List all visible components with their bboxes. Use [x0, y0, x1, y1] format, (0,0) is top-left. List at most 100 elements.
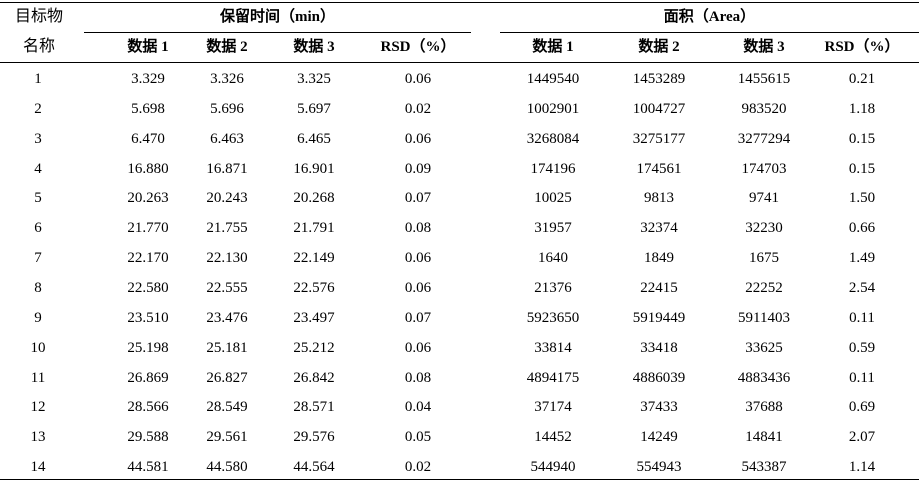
rt-data2-cell: 44.580	[206, 459, 248, 476]
area-rsd-cell: 1.18	[848, 100, 876, 117]
rt-data1-cell: 29.588	[127, 429, 169, 446]
area-rsd-cell: 0.21	[848, 71, 876, 87]
area-data2-header: 数据 2	[638, 39, 680, 55]
area-data3-cell: 37688	[745, 399, 783, 416]
area-data2-cell: 37433	[640, 399, 678, 416]
area-data2-cell: 5919449	[632, 309, 686, 326]
rt-rsd-cell: 0.06	[404, 339, 432, 356]
area-rsd-cell: 2.07	[848, 429, 876, 446]
rt-data2-cell: 22.555	[206, 279, 248, 296]
area-data2-cell: 33418	[640, 339, 678, 356]
area-data2-cell: 9813	[644, 190, 674, 207]
bottom-rule	[0, 479, 919, 480]
rt-data1-cell: 6.470	[131, 130, 165, 147]
rt-data2-cell: 28.549	[206, 399, 248, 416]
area-data2-cell: 22415	[640, 279, 678, 296]
header-bottom-rule	[0, 62, 919, 63]
rt-data1-cell: 3.329	[131, 71, 165, 87]
area-rsd-cell: 0.69	[848, 399, 876, 416]
rt-data3-cell: 22.149	[293, 250, 335, 267]
area-data2-cell: 1453289	[632, 71, 686, 87]
area-data2-cell: 3275177	[632, 130, 686, 147]
area-data1-cell: 1640	[538, 250, 568, 267]
rt-data3-cell: 16.901	[293, 160, 335, 177]
area-data1-cell: 5923650	[526, 309, 580, 326]
area-data2-cell: 32374	[640, 220, 678, 237]
area-data1-cell: 4894175	[526, 369, 580, 386]
rt-data2-cell: 22.130	[206, 250, 248, 267]
rt-data1-cell: 16.880	[127, 160, 169, 177]
rt-data1-cell: 22.580	[127, 279, 169, 296]
rt-data3-cell: 3.325	[297, 71, 331, 87]
area-data3-cell: 4883436	[737, 369, 791, 386]
rt-data3-cell: 5.697	[297, 100, 331, 117]
area-data3-cell: 543387	[741, 459, 787, 476]
rt-data3-cell: 44.564	[293, 459, 335, 476]
rt-rsd-cell: 0.08	[404, 369, 432, 386]
area-data1-cell: 10025	[534, 190, 572, 207]
rt-data1-cell: 25.198	[127, 339, 169, 356]
rt-data1-cell: 23.510	[127, 309, 169, 326]
rt-data3-cell: 26.842	[293, 369, 335, 386]
rt-rsd-cell: 0.09	[404, 160, 432, 177]
area-data2-cell: 174561	[636, 160, 682, 177]
target-header-line1: 目标物	[14, 8, 63, 25]
rt-data3-cell: 29.576	[293, 429, 335, 446]
rt-rsd-cell: 0.08	[404, 220, 432, 237]
area-data1-cell: 37174	[534, 399, 572, 416]
rt-rsd-cell: 0.02	[404, 459, 432, 476]
retention-time-group-header: 保留时间（min）	[219, 9, 335, 25]
area-data2-cell: 1849	[644, 250, 674, 267]
rt-data2-cell: 23.476	[206, 309, 248, 326]
rt-rsd-cell: 0.05	[404, 429, 432, 446]
rt-data2-cell: 5.696	[210, 100, 244, 117]
area-data1-cell: 14452	[534, 429, 572, 446]
area-rsd-cell: 1.49	[848, 250, 876, 267]
area-data2-cell: 14249	[640, 429, 678, 446]
rt-data3-cell: 22.576	[293, 279, 335, 296]
rt-rsd-cell: 0.02	[404, 100, 432, 117]
area-group-header: 面积（Area）	[663, 9, 756, 25]
target-header-line2: 名称	[22, 38, 55, 55]
rt-rsd-cell: 0.06	[404, 250, 432, 267]
target-id-cell: 11	[30, 369, 46, 386]
top-rule	[0, 2, 919, 3]
area-data3-cell: 983520	[741, 100, 787, 117]
area-data1-cell: 1449540	[526, 71, 580, 87]
target-id-cell: 2	[34, 100, 42, 117]
rt-data2-cell: 3.326	[210, 71, 244, 87]
target-id-cell: 6	[34, 220, 42, 237]
area-rsd-cell: 0.59	[848, 339, 876, 356]
area-data3-header: 数据 3	[743, 39, 785, 55]
rt-data1-cell: 20.263	[127, 190, 169, 207]
area-rsd-cell: 0.15	[848, 130, 876, 147]
area-data3-cell: 3277294	[737, 130, 791, 147]
area-data3-cell: 5911403	[738, 309, 790, 326]
rt-rsd-cell: 0.06	[404, 279, 432, 296]
target-id-cell: 4	[34, 160, 42, 177]
area-data1-header: 数据 1	[532, 39, 574, 55]
area-data3-cell: 174703	[741, 160, 787, 177]
rt-data2-cell: 25.181	[206, 339, 248, 356]
area-data2-cell: 554943	[636, 459, 682, 476]
rt-data1-cell: 44.581	[127, 459, 169, 476]
rt-data1-cell: 26.869	[127, 369, 169, 386]
rt-data2-header: 数据 2	[206, 39, 248, 55]
area-rsd-cell: 0.11	[849, 369, 875, 386]
area-data3-cell: 9741	[749, 190, 779, 207]
rt-rsd-cell: 0.06	[404, 130, 432, 147]
rt-data1-cell: 21.770	[127, 220, 169, 237]
rt-data1-cell: 22.170	[127, 250, 169, 267]
area-data3-cell: 1675	[749, 250, 779, 267]
rt-data1-header: 数据 1	[127, 39, 169, 55]
area-data2-cell: 1004727	[632, 100, 686, 117]
area-rsd-cell: 1.14	[848, 459, 876, 476]
area-data1-cell: 174196	[530, 160, 576, 177]
area-data1-cell: 31957	[534, 220, 572, 237]
rt-data2-cell: 21.755	[206, 220, 248, 237]
target-id-cell: 9	[34, 309, 42, 326]
area-data1-cell: 544940	[530, 459, 576, 476]
target-id-cell: 13	[30, 429, 46, 446]
area-data3-cell: 32230	[745, 220, 783, 237]
area-data3-cell: 14841	[745, 429, 783, 446]
